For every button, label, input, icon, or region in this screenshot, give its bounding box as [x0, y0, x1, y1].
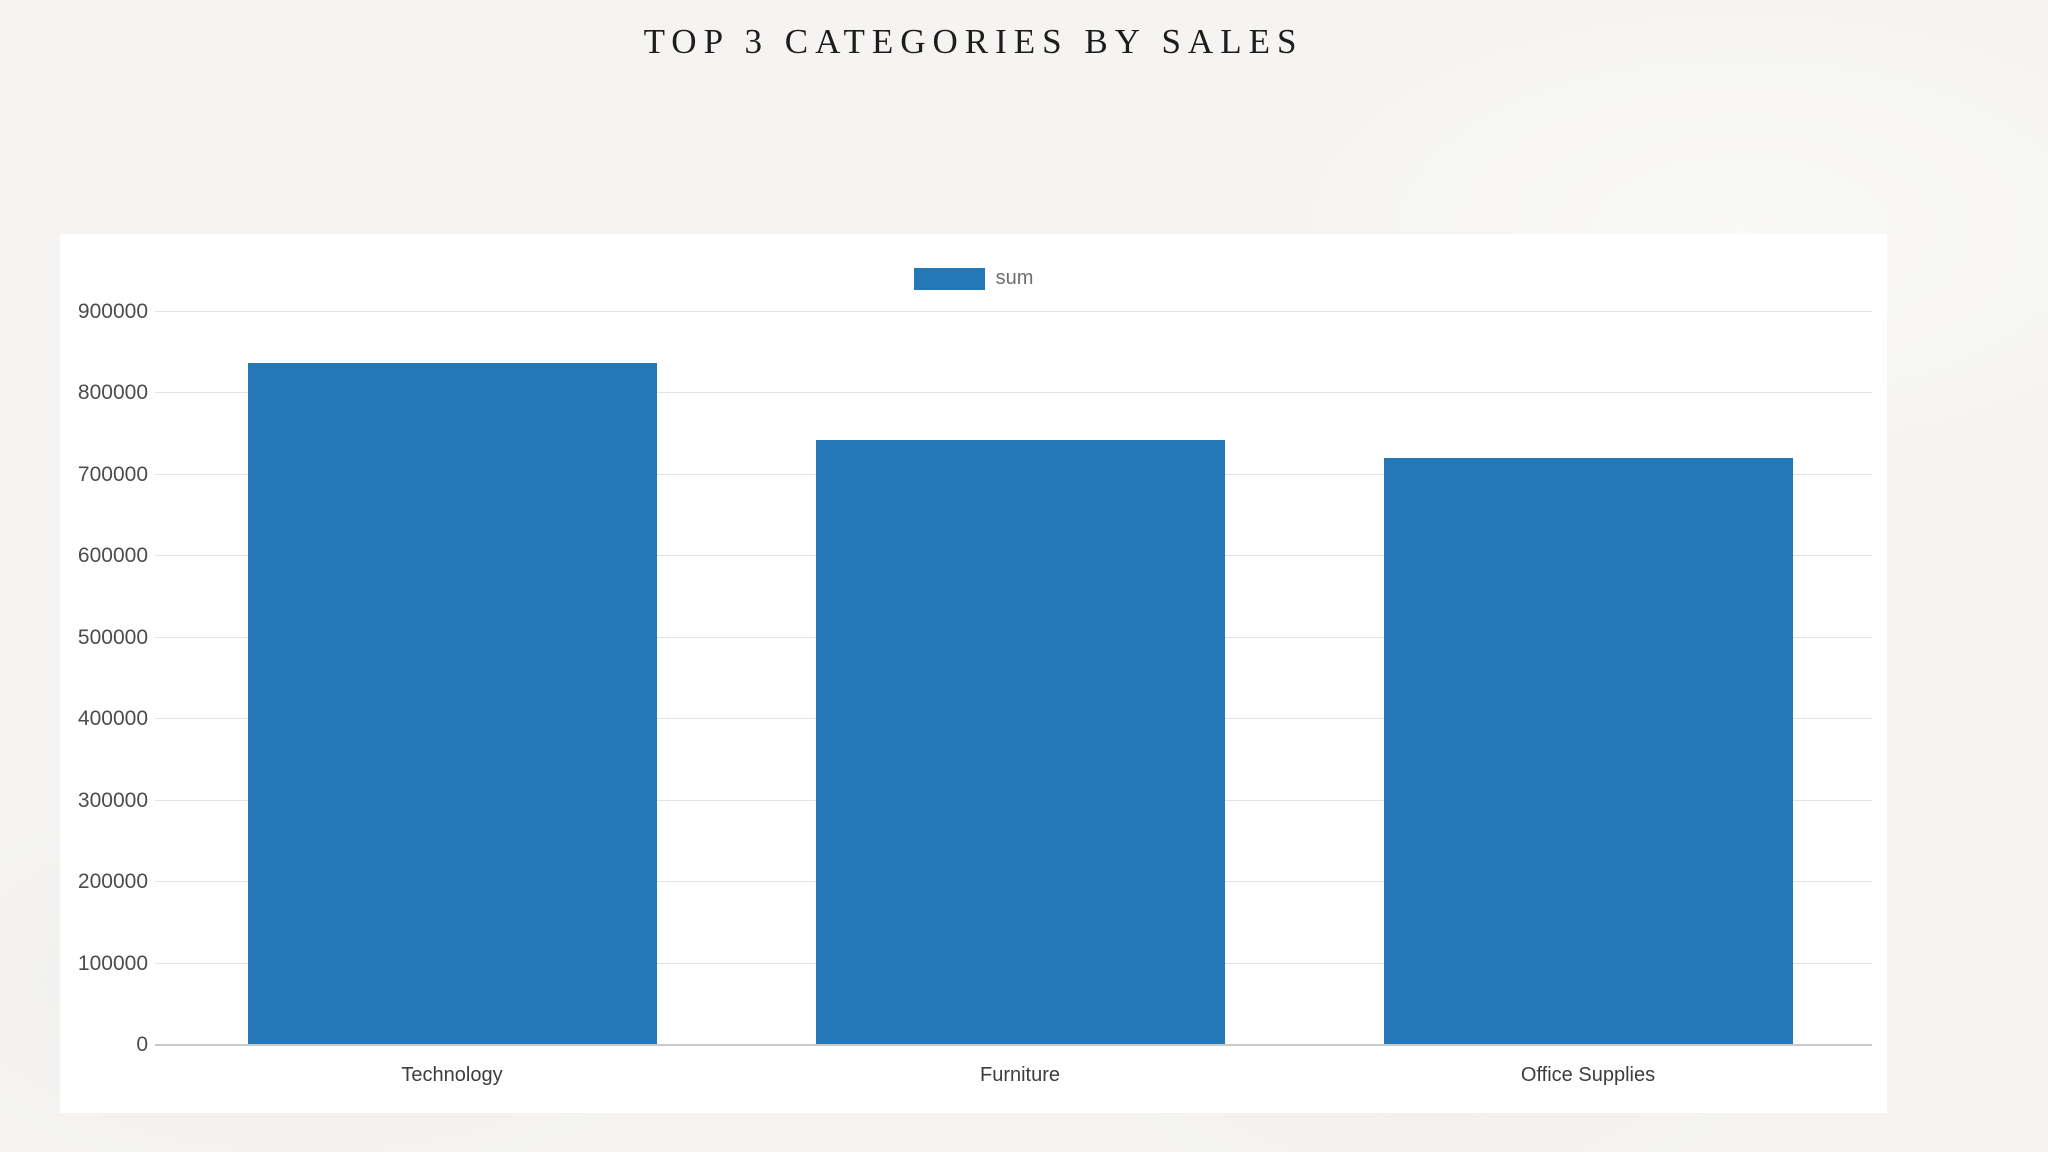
- bar-technology[interactable]: [247, 363, 657, 1044]
- xtick-label-furniture: Furniture: [979, 1064, 1061, 1086]
- chart-title: TOP 3 CATEGORIES BY SALES: [643, 22, 1304, 61]
- xtick-label-technology: Technology: [401, 1064, 503, 1086]
- chart-panel: sum 0 100000 200000 300000 400000 500000 60000…: [60, 234, 1887, 1113]
- ytick-label-300000: 300000: [77, 788, 148, 812]
- ytick-label-900000: 900000: [77, 300, 148, 323]
- legend-swatch-sum: [913, 267, 985, 290]
- bar-furniture[interactable]: [815, 439, 1225, 1044]
- x-axis-line: [155, 1044, 1872, 1046]
- ytick-label-800000: 800000: [77, 381, 148, 405]
- ytick-label-600000: 600000: [77, 544, 148, 568]
- legend[interactable]: sum: [60, 267, 1887, 290]
- gridline-900000: [155, 311, 1872, 312]
- xtick-label-office-supplies: Office Supplies: [1520, 1064, 1656, 1086]
- ytick-label-100000: 100000: [77, 951, 148, 975]
- bar-office-supplies[interactable]: [1383, 458, 1793, 1044]
- ytick-label-500000: 500000: [77, 625, 148, 649]
- ytick-label-200000: 200000: [77, 870, 148, 894]
- ytick-label-0: 0: [136, 1033, 148, 1056]
- legend-label-sum: sum: [995, 267, 1034, 289]
- ytick-label-700000: 700000: [77, 462, 148, 486]
- ytick-label-400000: 400000: [77, 707, 148, 731]
- gridline-800000: [155, 392, 1872, 394]
